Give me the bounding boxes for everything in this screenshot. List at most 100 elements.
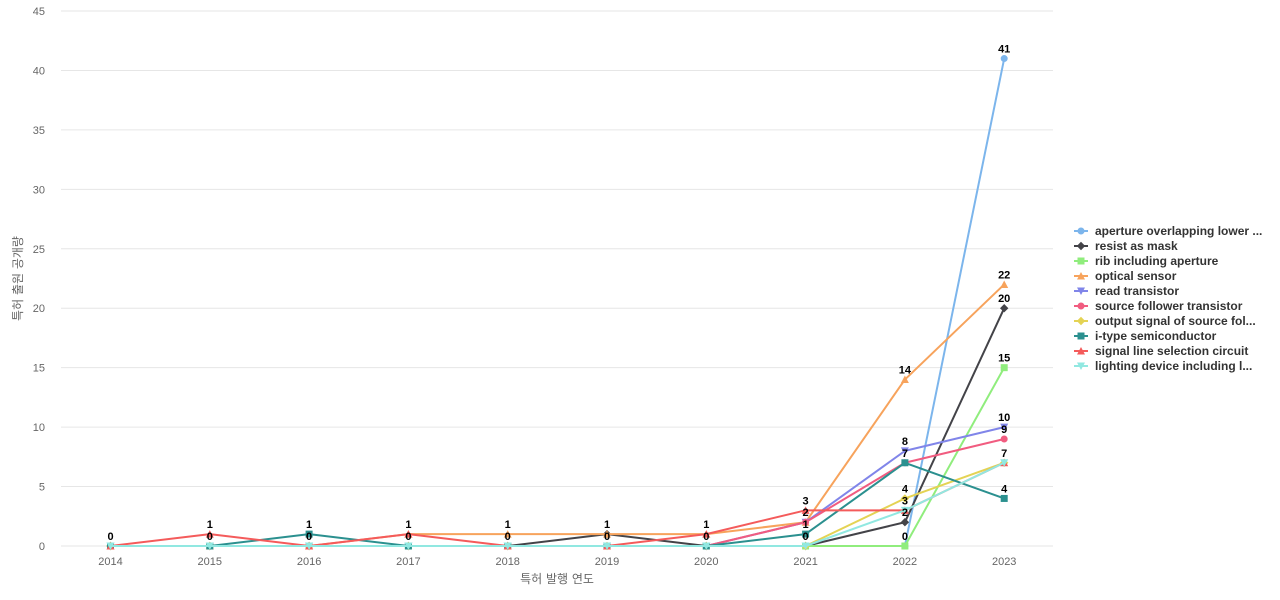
- legend-item[interactable]: lighting device including l...: [1074, 359, 1252, 373]
- data-point: [1000, 459, 1009, 467]
- data-label: 1: [306, 519, 312, 531]
- legend-item[interactable]: i-type semiconductor: [1074, 329, 1217, 343]
- x-axis-ticks: 2014 2015 2016 2017 2018 2019 2020 2021 2022 2023: [98, 556, 1016, 568]
- series-line: [109, 461, 1006, 547]
- data-point: [901, 459, 909, 467]
- data-point: [900, 518, 910, 527]
- y-tick-label: 45: [33, 6, 45, 18]
- data-label: 1: [405, 519, 411, 531]
- legend-label: read transistor: [1095, 284, 1179, 298]
- legend-item[interactable]: output signal of source fol...: [1074, 314, 1256, 328]
- legend-marker: [1077, 347, 1085, 355]
- data-label: 22: [998, 269, 1010, 281]
- data-label: 0: [803, 531, 809, 543]
- data-label: 1: [604, 519, 610, 531]
- x-tick-label: 2014: [98, 556, 122, 568]
- legend-marker: [1077, 287, 1085, 295]
- data-label: 7: [1001, 448, 1007, 460]
- data-label: 1: [505, 519, 511, 531]
- data-point: [900, 375, 909, 384]
- data-point: [801, 506, 810, 514]
- data-point: [603, 542, 611, 550]
- data-label: 20: [998, 293, 1010, 305]
- data-label: 1: [803, 519, 809, 531]
- legend-label: resist as mask: [1095, 239, 1178, 253]
- data-label: 0: [107, 531, 113, 543]
- data-label: 0: [902, 531, 908, 543]
- data-point: [900, 506, 909, 515]
- data-label: 9: [1001, 424, 1007, 436]
- x-tick-label: 2016: [297, 556, 321, 568]
- y-tick-label: 15: [33, 363, 45, 375]
- y-tick-label: 25: [33, 244, 45, 256]
- data-point: [1000, 280, 1009, 288]
- data-label: 4: [1001, 483, 1008, 495]
- x-tick-label: 2015: [198, 556, 222, 568]
- x-axis-title: 특허 발행 연도: [520, 571, 594, 586]
- legend-marker: [1077, 362, 1085, 370]
- series-line: [109, 57, 1006, 547]
- x-tick-label: 2018: [495, 556, 519, 568]
- data-point: [702, 530, 711, 538]
- y-tick-label: 20: [33, 303, 45, 315]
- y-axis-title: 특허 출원 공개량: [11, 236, 25, 321]
- data-point: [603, 530, 611, 538]
- data-point: [205, 530, 214, 538]
- legend-item[interactable]: aperture overlapping lower ...: [1074, 224, 1262, 238]
- legend-item[interactable]: read transistor: [1074, 284, 1179, 298]
- data-label: 7: [902, 448, 908, 460]
- x-tick-label: 2021: [793, 556, 817, 568]
- legend-marker: [1077, 302, 1085, 310]
- x-tick-label: 2022: [893, 556, 917, 568]
- legend-label: lighting device including l...: [1095, 359, 1252, 373]
- y-tick-label: 35: [33, 125, 45, 137]
- data-point: [801, 542, 810, 550]
- y-tick-label: 5: [39, 482, 45, 494]
- series-5: [107, 435, 1008, 550]
- series-8: [106, 458, 1009, 550]
- legend-marker: [1077, 257, 1085, 265]
- data-label: 8: [902, 436, 908, 448]
- data-label: 1: [703, 519, 709, 531]
- legend-label: source follower transistor: [1095, 299, 1243, 313]
- data-label: 14: [899, 365, 912, 377]
- legend-marker: [1077, 272, 1085, 280]
- legend-item[interactable]: signal line selection circuit: [1074, 344, 1248, 358]
- legend-label: signal line selection circuit: [1095, 344, 1248, 358]
- legend-item[interactable]: source follower transistor: [1074, 299, 1243, 313]
- series-line: [109, 283, 1006, 547]
- legend-label: i-type semiconductor: [1095, 329, 1217, 343]
- legend-label: aperture overlapping lower ...: [1095, 224, 1262, 238]
- legend-item[interactable]: optical sensor: [1074, 269, 1177, 283]
- y-tick-label: 40: [33, 65, 45, 77]
- data-point: [1000, 55, 1008, 63]
- legend-item[interactable]: resist as mask: [1074, 239, 1178, 253]
- grid-lines: [61, 10, 1053, 547]
- data-label: 2: [803, 507, 809, 519]
- data-label: 15: [998, 353, 1010, 365]
- data-label: 3: [803, 495, 809, 507]
- legend-item[interactable]: rib including aperture: [1074, 254, 1219, 268]
- data-point: [404, 542, 413, 550]
- series-6: [106, 458, 1009, 551]
- legend-label: rib including aperture: [1095, 254, 1219, 268]
- data-point: [900, 447, 909, 455]
- data-label: 0: [207, 531, 213, 543]
- data-point: [503, 530, 512, 538]
- data-label: 4: [902, 483, 909, 495]
- data-point: [106, 542, 115, 550]
- data-point: [901, 542, 909, 550]
- data-point: [1000, 304, 1009, 313]
- data-label: 41: [998, 44, 1010, 56]
- data-point: [305, 542, 314, 550]
- series-lines: [106, 55, 1009, 551]
- x-tick-label: 2023: [992, 556, 1016, 568]
- legend-marker: [1076, 316, 1086, 326]
- y-axis-ticks: 0 5 10 15 20 25 30 35 40 45: [33, 6, 45, 553]
- series-3: [106, 280, 1009, 550]
- legend-marker: [1077, 332, 1085, 340]
- data-point: [1000, 494, 1008, 502]
- series-line: [109, 366, 1006, 547]
